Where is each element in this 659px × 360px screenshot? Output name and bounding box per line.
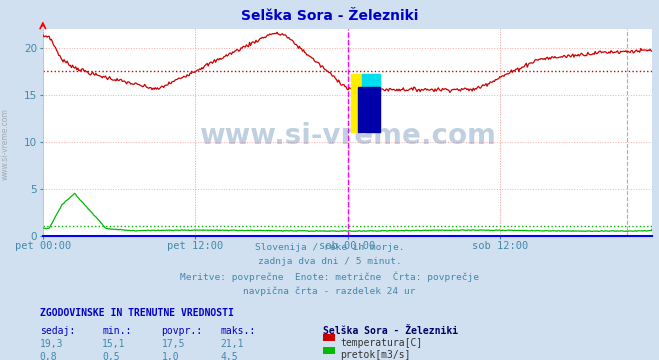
Bar xyxy=(362,74,380,91)
Text: pretok[m3/s]: pretok[m3/s] xyxy=(340,350,411,360)
Text: temperatura[C]: temperatura[C] xyxy=(340,338,422,348)
Bar xyxy=(358,87,380,132)
Text: 4,5: 4,5 xyxy=(221,352,239,360)
Bar xyxy=(351,75,380,132)
Text: Slovenija / reke in morje.: Slovenija / reke in morje. xyxy=(255,243,404,252)
Text: min.:: min.: xyxy=(102,326,132,336)
Text: navpična črta - razdelek 24 ur: navpična črta - razdelek 24 ur xyxy=(243,286,416,296)
Text: 17,5: 17,5 xyxy=(161,339,185,350)
Text: povpr.:: povpr.: xyxy=(161,326,202,336)
Text: 0,5: 0,5 xyxy=(102,352,120,360)
Text: sedaj:: sedaj: xyxy=(40,326,74,336)
Text: www.si-vreme.com: www.si-vreme.com xyxy=(199,122,496,150)
Text: 19,3: 19,3 xyxy=(40,339,63,350)
Text: 1,0: 1,0 xyxy=(161,352,179,360)
Text: Selška Sora - Železniki: Selška Sora - Železniki xyxy=(241,9,418,23)
Text: 0,8: 0,8 xyxy=(40,352,57,360)
Text: ZGODOVINSKE IN TRENUTNE VREDNOSTI: ZGODOVINSKE IN TRENUTNE VREDNOSTI xyxy=(40,308,233,318)
Text: Meritve: povprečne  Enote: metrične  Črta: povprečje: Meritve: povprečne Enote: metrične Črta:… xyxy=(180,272,479,282)
Text: 15,1: 15,1 xyxy=(102,339,126,350)
Text: zadnja dva dni / 5 minut.: zadnja dva dni / 5 minut. xyxy=(258,257,401,266)
Text: 21,1: 21,1 xyxy=(221,339,244,350)
Text: maks.:: maks.: xyxy=(221,326,256,336)
Text: Selška Sora - Železniki: Selška Sora - Železniki xyxy=(323,326,458,336)
Text: www.si-vreme.com: www.si-vreme.com xyxy=(1,108,10,180)
